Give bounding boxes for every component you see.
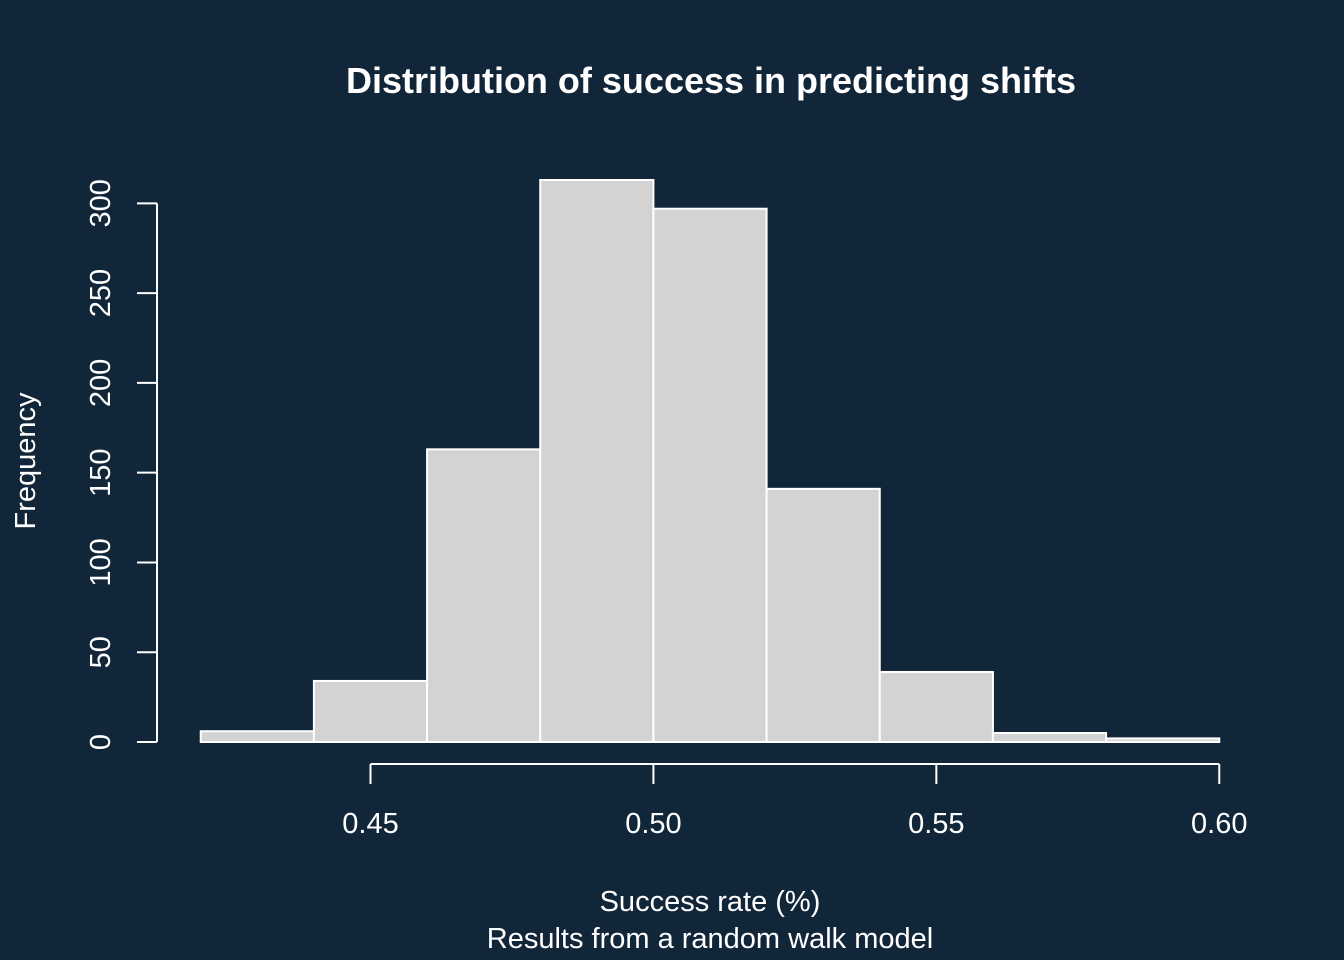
histogram-bar-9 — [1105, 737, 1221, 743]
histogram-bar-2 — [312, 679, 429, 744]
x-tick-label: 0.60 — [1191, 808, 1247, 840]
y-tick-label: 200 — [85, 359, 117, 407]
y-tick-label: 100 — [85, 538, 117, 586]
x-axis-title: Success rate (%) — [600, 886, 821, 918]
y-tick-label: 0 — [85, 734, 117, 750]
y-tick-label: 250 — [85, 269, 117, 317]
histogram-bar-7 — [878, 670, 994, 743]
histogram-bar-6 — [765, 487, 881, 743]
y-tick-label: 300 — [85, 179, 117, 227]
x-axis-ticks: 0.45 0.50 0.55 0.60 — [342, 764, 1247, 840]
x-tick-label: 0.55 — [908, 808, 964, 840]
x-tick-label: 0.50 — [625, 808, 681, 840]
y-axis-title: Frequency — [10, 392, 42, 530]
y-axis-ticks: 0 50 100 150 200 250 300 — [85, 179, 157, 750]
y-tick-label: 50 — [85, 636, 117, 668]
chart-title: Distribution of success in predicting sh… — [346, 60, 1076, 101]
y-tick-label: 150 — [85, 448, 117, 496]
histogram-bar-8 — [991, 732, 1108, 743]
histogram-bars — [199, 179, 1221, 744]
histogram-bar-4 — [539, 179, 655, 743]
chart-subtitle: Results from a random walk model — [487, 923, 933, 955]
histogram-bar-5 — [652, 207, 768, 743]
histogram-bar-1 — [199, 730, 315, 743]
x-tick-label: 0.45 — [342, 808, 398, 840]
histogram-bar-3 — [426, 448, 542, 743]
